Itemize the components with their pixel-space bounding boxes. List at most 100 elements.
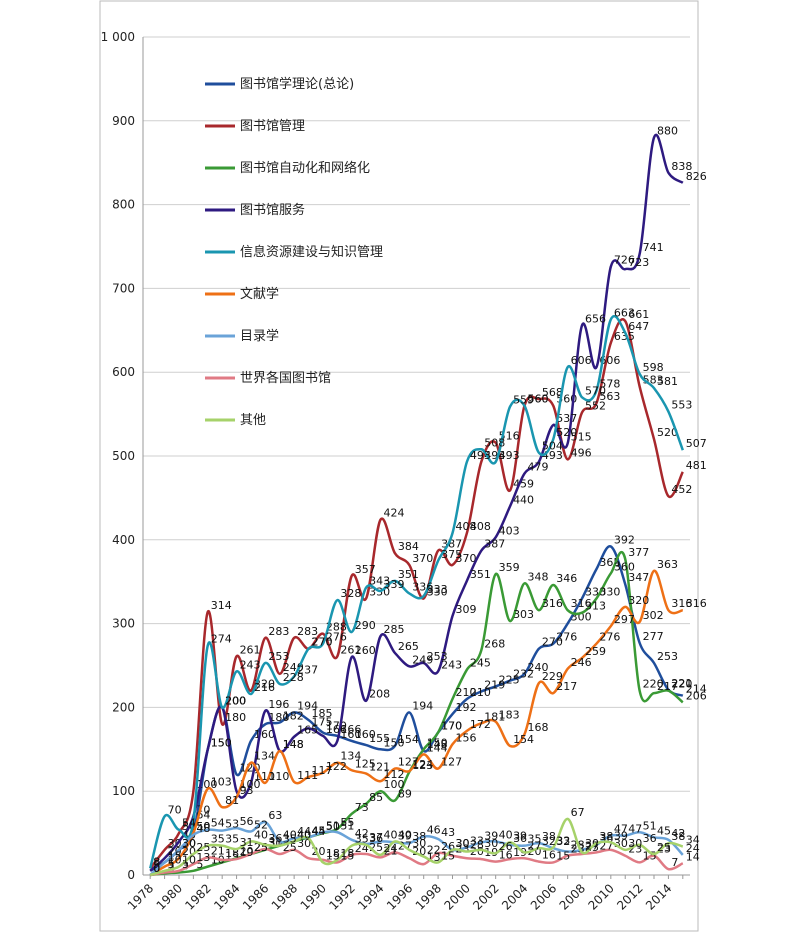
data-label: 217 (556, 680, 577, 693)
data-label: 0 (153, 862, 160, 875)
data-label: 359 (499, 561, 520, 574)
data-label: 28 (470, 839, 484, 852)
data-label: 150 (211, 736, 232, 749)
data-label: 45 (657, 824, 671, 837)
data-label: 121 (369, 761, 390, 774)
y-tick-label: 700 (112, 281, 135, 295)
data-label: 206 (686, 689, 707, 702)
data-label: 408 (455, 520, 476, 533)
data-label: 192 (455, 701, 476, 714)
data-label: 232 (513, 668, 534, 681)
data-label: 172 (470, 718, 491, 731)
data-label: 168 (527, 721, 548, 734)
series-line (149, 318, 684, 870)
data-label: 24 (384, 842, 398, 855)
data-label: 42 (671, 827, 685, 840)
data-label: 73 (355, 801, 369, 814)
x-tick-label: 2008 (557, 881, 588, 912)
data-label: 124 (412, 758, 433, 771)
data-label: 185 (312, 707, 333, 720)
data-label: 175 (312, 715, 333, 728)
data-label: 297 (614, 613, 635, 626)
data-label: 43 (441, 826, 455, 839)
data-label: 180 (225, 711, 246, 724)
data-label: 3 (182, 859, 189, 872)
data-label: 647 (628, 320, 649, 333)
data-label: 253 (268, 650, 289, 663)
data-label: 377 (628, 546, 649, 559)
data-label: 30 (182, 837, 196, 850)
data-label: 5 (182, 858, 189, 871)
x-tick-label: 2002 (470, 881, 501, 912)
data-label: 283 (297, 625, 318, 638)
data-label: 221 (671, 677, 692, 690)
data-label: 154 (513, 733, 534, 746)
y-tick-label: 900 (112, 114, 135, 128)
x-tick-label: 1980 (154, 881, 185, 912)
data-label: 51 (340, 819, 354, 832)
data-label: 63 (268, 809, 282, 822)
data-label: 313 (585, 600, 606, 613)
data-label: 225 (499, 673, 520, 686)
data-label: 154 (398, 733, 419, 746)
data-label: 81 (225, 794, 239, 807)
data-label: 826 (686, 170, 707, 183)
data-label: 15 (326, 849, 340, 862)
data-label: 36 (268, 832, 282, 845)
data-label: 343 (369, 575, 390, 588)
legend-label: 目录学 (240, 328, 279, 344)
data-label: 598 (643, 361, 664, 374)
data-label: 25 (657, 841, 671, 854)
data-label: 243 (441, 658, 462, 671)
data-label: 384 (398, 540, 419, 553)
data-label: 656 (585, 312, 606, 325)
data-label: 265 (398, 640, 419, 653)
data-label: 606 (571, 354, 592, 367)
data-label: 33 (556, 834, 570, 847)
data-label: 328 (340, 587, 361, 600)
data-label: 228 (283, 671, 304, 684)
data-label: 56 (240, 815, 254, 828)
data-label: 40 (398, 828, 412, 841)
data-label: 117 (312, 764, 333, 777)
data-label: 15 (441, 849, 455, 862)
data-label: 479 (527, 461, 548, 474)
series-line (148, 314, 684, 869)
data-label: 36 (643, 832, 657, 845)
data-label: 144 (427, 741, 448, 754)
data-label: 635 (614, 330, 635, 343)
data-label: 2 (168, 860, 175, 873)
data-label: 0 (153, 862, 160, 875)
legend-label: 图书馆管理 (240, 119, 305, 134)
data-label: 214 (686, 683, 707, 696)
data-label: 200 (225, 694, 246, 707)
data-label: 259 (585, 645, 606, 658)
data-label: 40 (384, 828, 398, 841)
data-label: 112 (384, 768, 405, 781)
data-label: 36 (513, 832, 527, 845)
data-label: 260 (355, 644, 376, 657)
data-label: 563 (599, 390, 620, 403)
data-label: 196 (268, 698, 289, 711)
data-label: 35 (527, 833, 541, 846)
data-label: 246 (571, 656, 592, 669)
data-label: 180 (268, 711, 289, 724)
data-label: 93 (240, 784, 254, 797)
x-tick-label: 1990 (298, 881, 329, 912)
data-label: 277 (643, 630, 664, 643)
data-label: 36 (369, 832, 383, 845)
data-label: 148 (283, 738, 304, 751)
data-label: 38 (542, 830, 556, 843)
data-label: 134 (254, 750, 275, 763)
data-label: 54 (182, 817, 196, 830)
data-label: 220 (643, 678, 664, 691)
data-label: 375 (441, 548, 462, 561)
x-tick-label: 2004 (499, 881, 530, 912)
data-label: 20 (470, 845, 484, 858)
data-label: 150 (211, 736, 232, 749)
x-tick-label: 2000 (442, 881, 473, 912)
data-label: 537 (556, 412, 577, 425)
data-label: 560 (527, 393, 548, 406)
data-label: 357 (355, 563, 376, 576)
data-label: 10 (182, 854, 196, 867)
